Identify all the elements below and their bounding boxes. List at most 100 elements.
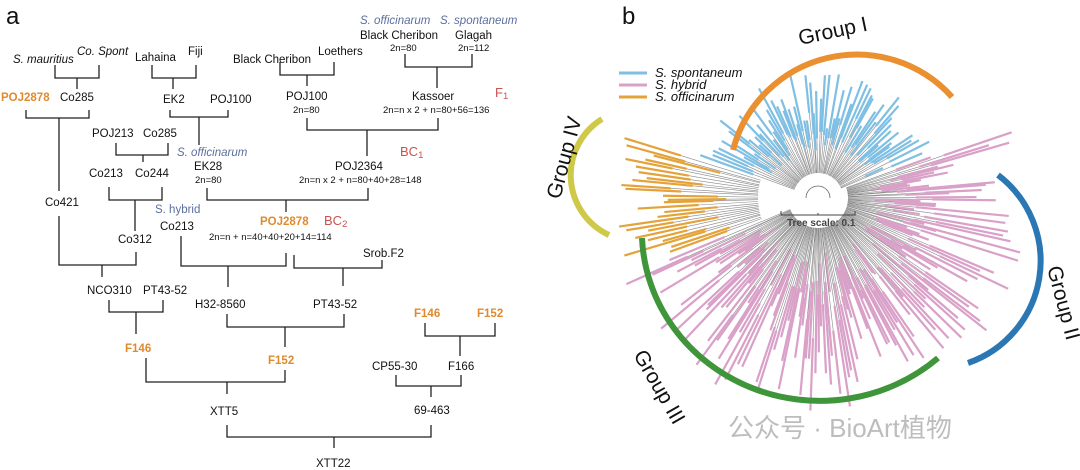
tree-leaf xyxy=(929,244,995,274)
node-poj100: POJ100 xyxy=(210,94,252,106)
chromosome-count: 2n=n x 2 + n=80+56=136 xyxy=(383,105,489,116)
tree-branch xyxy=(831,224,858,278)
tree-leaf xyxy=(910,221,1021,254)
tree-branch xyxy=(847,180,891,192)
tree-leaf xyxy=(833,282,853,371)
tree-leaf xyxy=(881,222,913,237)
tree-leaf xyxy=(624,137,682,157)
tree-branch xyxy=(684,161,761,183)
tree-branch xyxy=(792,226,810,286)
tree-branch xyxy=(768,156,800,183)
tree-branch xyxy=(845,208,882,224)
tree-leaf xyxy=(755,326,777,383)
tree-branch xyxy=(760,217,796,248)
tree-leaf xyxy=(930,141,1010,167)
tree-leaf xyxy=(890,239,939,269)
tree-leaf xyxy=(864,283,909,362)
node-pt43-52: PT43-52 xyxy=(313,299,357,311)
panel-label-b: b xyxy=(622,3,635,30)
tree-branch xyxy=(835,222,856,249)
tree-leaf xyxy=(870,278,925,359)
tree-branch xyxy=(844,210,940,257)
tree-leaf xyxy=(878,275,911,316)
tree-branch xyxy=(826,226,841,270)
tree-leaf xyxy=(870,134,914,164)
tree-leaf xyxy=(933,212,1006,225)
tree-branch xyxy=(720,172,760,184)
tree-leaf xyxy=(736,273,783,365)
tree-leaf xyxy=(915,206,1009,218)
tree-leaf xyxy=(892,208,920,216)
tree-branch xyxy=(835,221,853,245)
tree-branch xyxy=(755,222,801,287)
tree-branch xyxy=(838,219,892,274)
tree-leaf xyxy=(798,270,808,318)
tree-leaf xyxy=(792,106,806,148)
tree-branch xyxy=(759,224,804,304)
tree-leaf xyxy=(676,270,740,330)
tree-branch xyxy=(838,164,865,184)
tree-branch xyxy=(827,226,840,258)
tree-branch xyxy=(688,175,759,189)
tree-leaf xyxy=(878,235,931,271)
node-co213: Co213 xyxy=(89,168,123,180)
tree-leaf xyxy=(850,275,872,320)
tree-leaf xyxy=(799,319,809,396)
tree-branch xyxy=(752,171,795,189)
tree-leaf xyxy=(754,136,773,154)
tree-leaf xyxy=(719,236,761,265)
tree-leaf xyxy=(864,225,903,250)
tree-leaf xyxy=(743,156,773,174)
tree-leaf xyxy=(932,198,996,202)
tree-branch xyxy=(843,213,880,238)
tree-leaf xyxy=(876,266,904,298)
tree-branch xyxy=(840,216,873,244)
node-f146: F146 xyxy=(125,343,151,355)
tree-leaf xyxy=(855,97,874,129)
pedigree-lines xyxy=(25,54,496,448)
tree-leaf xyxy=(804,290,813,359)
tree-scale-bar xyxy=(780,211,856,216)
tree-branch xyxy=(789,155,805,178)
tree-branch xyxy=(823,227,835,283)
tree-branch xyxy=(824,227,843,297)
tree-leaf xyxy=(878,218,920,236)
tree-leaf xyxy=(854,104,885,146)
tree-branch xyxy=(746,219,798,275)
tree-leaf xyxy=(653,154,721,174)
tree-branch xyxy=(844,211,872,227)
tree-leaf xyxy=(901,287,950,339)
tree-branch xyxy=(833,223,875,291)
tree-branch xyxy=(844,211,916,248)
tree-leaf xyxy=(829,118,836,139)
tree-branch xyxy=(842,214,867,231)
tree-branch xyxy=(826,148,836,175)
tree-leaf xyxy=(842,255,865,299)
tree-branch xyxy=(781,165,800,182)
tree-leaf xyxy=(867,131,900,159)
tree-branch xyxy=(794,225,807,255)
tree-branch xyxy=(721,211,792,249)
tree-branch xyxy=(837,220,881,269)
tree-branch xyxy=(847,199,895,203)
tree-leaf xyxy=(694,239,742,267)
tree-branch xyxy=(802,131,813,174)
tree-branch xyxy=(783,156,803,179)
tree-leaf xyxy=(820,75,827,132)
tree-branch xyxy=(731,216,795,266)
tree-branch xyxy=(759,213,793,235)
tree-leaf xyxy=(699,154,754,176)
node-lahaina: Lahaina xyxy=(135,52,177,64)
tree-branch xyxy=(837,159,869,184)
node-srob-f2: Srob.F2 xyxy=(363,248,404,260)
tree-branch xyxy=(840,175,866,188)
tree-leaf xyxy=(680,264,733,306)
tree-branch xyxy=(846,169,897,189)
tree-branch xyxy=(846,165,932,190)
tree-branch xyxy=(771,152,801,181)
tree-branch xyxy=(690,179,759,190)
tree-branch xyxy=(840,217,909,276)
tree-branch xyxy=(825,226,838,268)
tree-branch xyxy=(847,203,936,223)
tree-branch xyxy=(779,155,802,180)
